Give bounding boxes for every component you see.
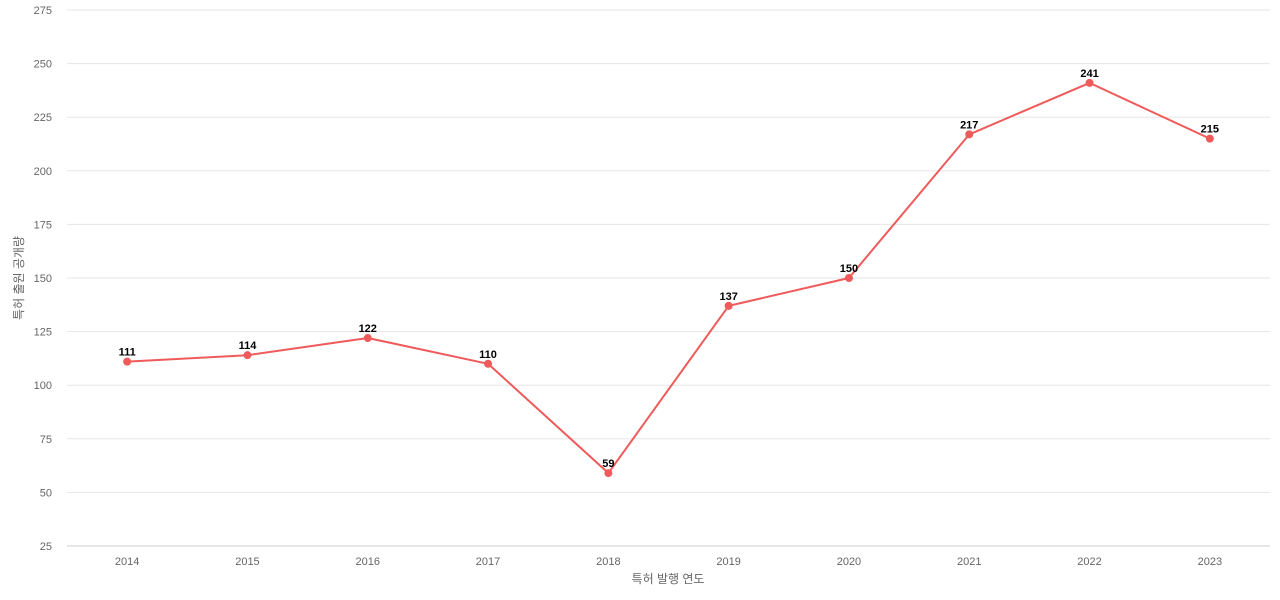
x-tick-label: 2015	[235, 556, 259, 568]
x-tick-label: 2021	[957, 556, 981, 568]
series-line	[127, 81, 1211, 475]
data-label: 114	[239, 340, 258, 352]
y-tick-label: 25	[40, 541, 52, 553]
x-tick-label: 2023	[1198, 556, 1222, 568]
x-axis-ticks: 2014 2015 2016 2017 2018 2019 2020 2021 2022 2023	[115, 556, 1222, 568]
data-label: 110	[479, 349, 497, 361]
data-label: 215	[1201, 124, 1219, 136]
data-point[interactable]	[243, 351, 252, 360]
y-tick-label: 150	[34, 273, 52, 285]
data-point[interactable]	[604, 469, 613, 478]
y-tick-label: 200	[34, 166, 52, 178]
x-tick-label: 2022	[1077, 556, 1101, 568]
x-tick-label: 2017	[476, 556, 500, 568]
x-tick-label: 2019	[716, 556, 740, 568]
data-point[interactable]	[123, 357, 132, 366]
x-axis-title: 특허 발행 연도	[632, 571, 705, 586]
y-tick-label: 175	[34, 219, 52, 231]
y-tick-label: 125	[34, 327, 52, 339]
data-label: 111	[119, 347, 136, 359]
data-label: 241	[1080, 68, 1098, 80]
data-label: 217	[960, 119, 978, 131]
y-tick-label: 75	[40, 434, 52, 446]
data-label: 122	[359, 323, 377, 335]
x-tick-label: 2016	[356, 556, 380, 568]
data-point[interactable]	[965, 130, 974, 139]
data-point[interactable]	[844, 274, 853, 282]
x-tick-label: 2020	[837, 556, 861, 568]
y-axis-ticks: 25 50 75 100 125 150 175 200 225 250 275	[34, 5, 52, 553]
data-point[interactable]	[363, 334, 372, 343]
y-axis-title: 특허 출원 공개량	[12, 236, 26, 320]
data-point[interactable]	[484, 359, 493, 368]
data-label: 150	[840, 263, 858, 275]
series-layer	[123, 78, 1214, 478]
y-tick-label: 250	[34, 59, 52, 71]
y-tick-label: 275	[34, 5, 52, 17]
data-point[interactable]	[1205, 134, 1214, 143]
data-labels: 111 114 122 110 59 137 150 217 241 215	[119, 68, 1219, 470]
data-label: 59	[602, 458, 614, 470]
data-point[interactable]	[1085, 78, 1094, 87]
x-tick-label: 2014	[115, 556, 139, 568]
data-label: 137	[719, 291, 737, 303]
y-tick-label: 50	[40, 487, 52, 499]
x-tick-label: 2018	[596, 556, 620, 568]
grid-layer	[67, 9, 1270, 547]
data-point[interactable]	[724, 301, 733, 310]
y-tick-label: 100	[34, 380, 52, 392]
y-tick-label: 225	[34, 112, 52, 124]
